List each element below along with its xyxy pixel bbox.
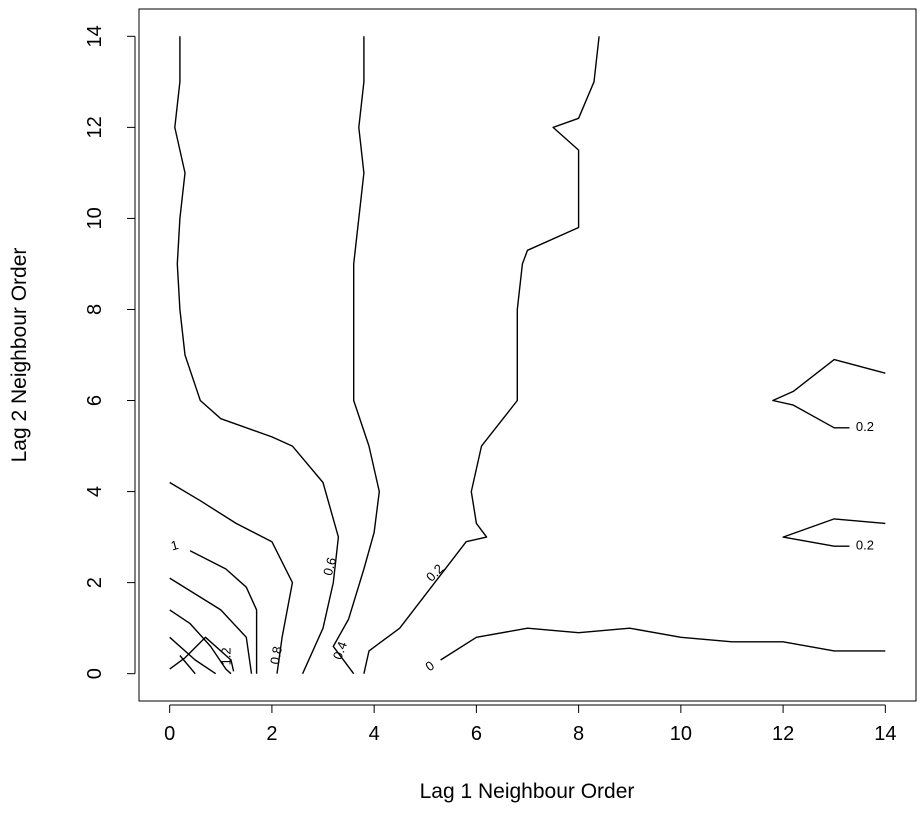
x-tick-label: 6 <box>471 723 482 745</box>
y-tick-label: 6 <box>84 395 106 406</box>
contour-line <box>332 36 380 675</box>
x-axis: 0 2 4 6 8 10 12 14 <box>164 704 896 745</box>
contour-line <box>169 609 232 675</box>
contour-line <box>169 577 253 674</box>
contour-label: 1 <box>169 537 180 553</box>
contour-line <box>440 627 886 661</box>
contour-line <box>782 518 886 547</box>
contour-line <box>363 36 600 674</box>
contour-line <box>174 36 340 674</box>
contour-label: 0.4 <box>330 639 350 661</box>
contour-line <box>189 550 258 674</box>
y-tick-label: 10 <box>84 207 106 229</box>
x-axis-title: Lag 1 Neighbour Order <box>420 780 635 803</box>
x-tick-label: 2 <box>266 723 277 745</box>
y-tick-label: 12 <box>84 116 106 138</box>
y-axis: 0 2 4 6 8 10 12 14 <box>84 25 136 679</box>
plot-frame <box>138 8 917 702</box>
y-tick-label: 8 <box>84 304 106 315</box>
contour-lines: 1.2 1 0.8 0.6 0.4 0.2 0 0.2 0.2 <box>169 36 886 675</box>
contour-label: 0.8 <box>267 645 285 665</box>
contour-label: 0 <box>423 658 438 674</box>
x-tick-label: 12 <box>772 723 794 745</box>
x-tick-label: 4 <box>369 723 380 745</box>
y-tick-label: 0 <box>84 668 106 679</box>
y-axis-title: Lag 2 Neighbour Order <box>8 248 31 463</box>
x-tick-label: 14 <box>874 723 896 745</box>
contour-label: 0.6 <box>320 556 339 577</box>
contour-label: 0.2 <box>423 561 446 584</box>
contour-label: 0.2 <box>856 538 874 553</box>
contour-line <box>179 655 196 675</box>
contour-line <box>772 358 886 429</box>
y-tick-label: 2 <box>84 577 106 588</box>
x-tick-label: 10 <box>670 723 692 745</box>
x-tick-label: 8 <box>573 723 584 745</box>
contour-line <box>169 636 235 672</box>
x-tick-label: 0 <box>164 723 175 745</box>
contour-line <box>169 481 294 674</box>
contour-label: 0.2 <box>856 419 874 434</box>
contour-line <box>169 636 217 675</box>
y-tick-label: 14 <box>84 25 106 47</box>
contour-label: 1.2 <box>218 647 233 665</box>
y-tick-label: 4 <box>84 486 106 497</box>
